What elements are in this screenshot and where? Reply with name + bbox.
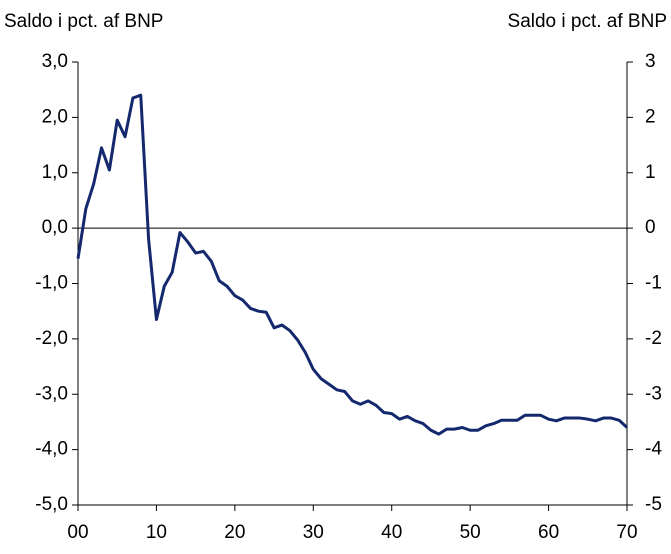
y2-tick-label: -3	[645, 383, 662, 404]
x-tick-label: 60	[538, 522, 559, 543]
y-tick-label: 2,0	[42, 106, 68, 127]
y2-tick-label: 1	[645, 162, 656, 183]
y-tick-label: 3,0	[42, 51, 68, 72]
y-axis-title: Saldo i pct. af BNP	[4, 11, 163, 32]
x-tick-label: 70	[616, 522, 637, 543]
y-tick-label: 0,0	[42, 217, 68, 238]
data-line	[76, 93, 629, 436]
x-tick-label: 50	[460, 522, 481, 543]
y-tick-label: -4,0	[35, 439, 68, 460]
y2-tick-label: -1	[645, 273, 662, 294]
y-tick-label: -1,0	[35, 273, 68, 294]
y2-tick-label: 3	[645, 51, 656, 72]
y-tick-label: -3,0	[35, 383, 68, 404]
y2-tick-label: 0	[645, 217, 656, 238]
x-tick-label: 10	[146, 522, 167, 543]
x-tick-label: 30	[303, 522, 324, 543]
y2-tick-label: -2	[645, 328, 662, 349]
x-tick-label: 20	[224, 522, 245, 543]
y2-tick-label: -5	[645, 494, 662, 515]
y2-tick-label: -4	[645, 439, 662, 460]
x-tick-label: 40	[381, 522, 402, 543]
y-tick-label: -2,0	[35, 328, 68, 349]
y-tick-label: 1,0	[42, 162, 68, 183]
y2-axis-title: Saldo i pct. af BNP	[508, 11, 667, 32]
x-tick-label: 00	[67, 522, 88, 543]
y2-tick-label: 2	[645, 106, 656, 127]
y-tick-label: -5,0	[35, 494, 68, 515]
